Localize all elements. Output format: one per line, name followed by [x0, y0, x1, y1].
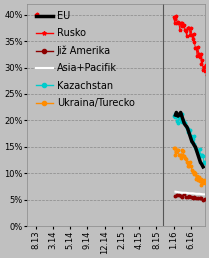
- Legend: EU, Rusko, Již Amerika, Asia+Pacifik, Kazachstan, Ukraina/Turecko: EU, Rusko, Již Amerika, Asia+Pacifik, Ka…: [34, 9, 137, 110]
